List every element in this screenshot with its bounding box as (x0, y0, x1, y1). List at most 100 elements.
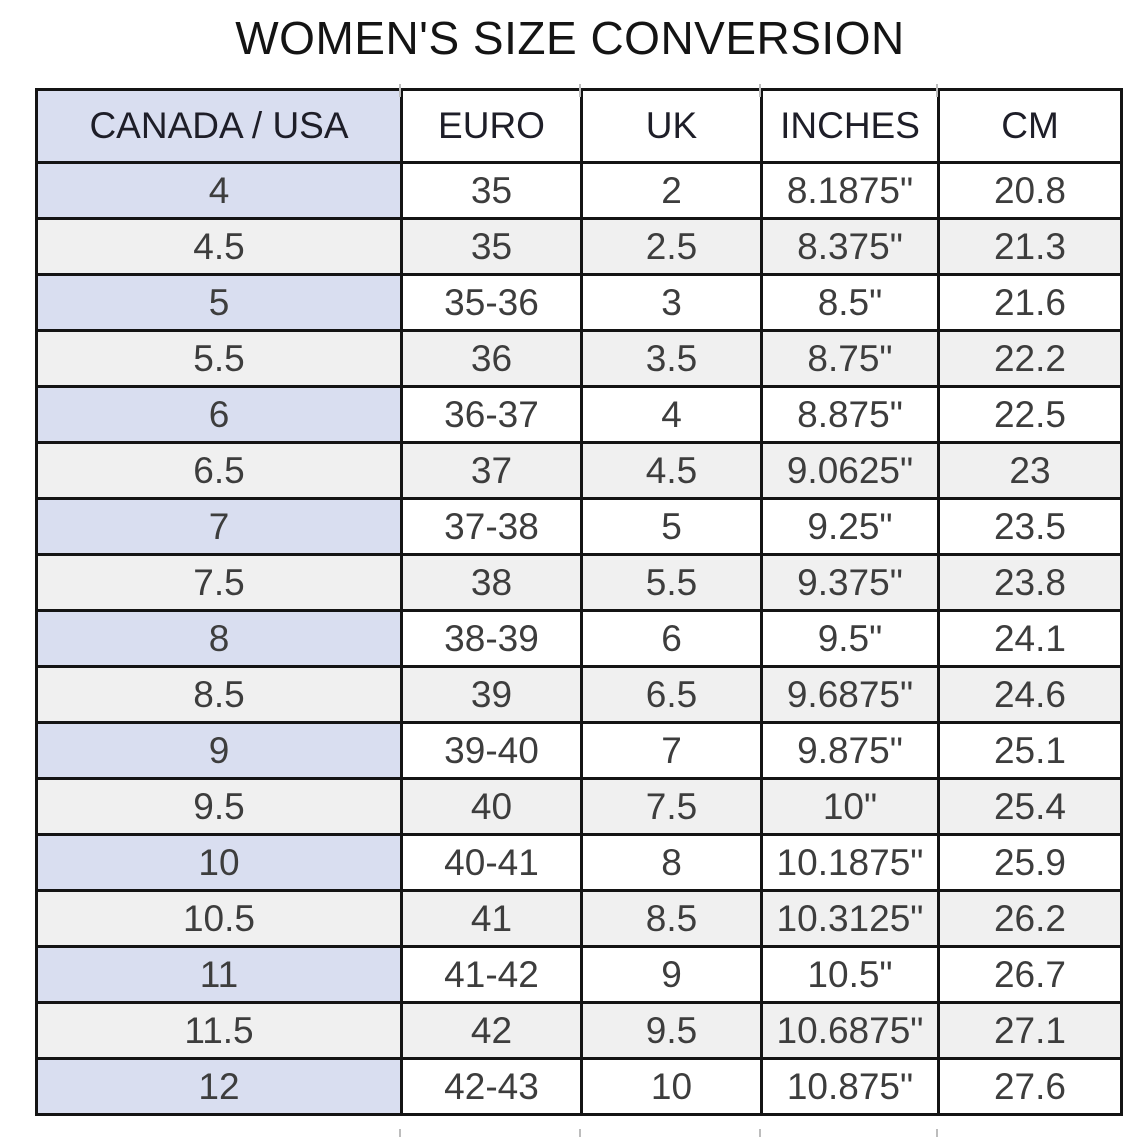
table-cell-inches: 10.875" (760, 1057, 940, 1116)
table-cell-euro: 35 (400, 161, 583, 220)
table-cell-canada-usa: 5 (35, 273, 403, 332)
table-header: CANADA / USA EURO UK INCHES CM (35, 88, 1123, 164)
table-row: 9 39-40 7 9.875" 25.1 (35, 721, 1123, 780)
table-cell-canada-usa: 7.5 (35, 553, 403, 612)
table-cell-canada-usa: 8 (35, 609, 403, 668)
table-row: 10 40-41 8 10.1875" 25.9 (35, 833, 1123, 892)
table-cell-inches: 9.875" (760, 721, 940, 780)
table-cell-inches: 8.75" (760, 329, 940, 388)
table-cell-uk: 5.5 (580, 553, 763, 612)
table-cell-uk: 4 (580, 385, 763, 444)
table-cell-uk: 5 (580, 497, 763, 556)
grid-artifact-bottom (759, 1129, 761, 1137)
table-cell-euro: 41-42 (400, 945, 583, 1004)
table-cell-inches: 10.6875" (760, 1001, 940, 1060)
table-cell-cm: 23 (937, 441, 1123, 500)
table-row: 11.5 42 9.5 10.6875" 27.1 (35, 1001, 1123, 1060)
table-row: 9.5 40 7.5 10" 25.4 (35, 777, 1123, 836)
table-cell-cm: 21.3 (937, 217, 1123, 276)
table-cell-uk: 8 (580, 833, 763, 892)
table-cell-uk: 2 (580, 161, 763, 220)
size-conversion-table: CANADA / USA EURO UK INCHES CM 4 35 2 8.1875" 20… (35, 88, 1123, 1116)
table-cell-cm: 26.7 (937, 945, 1123, 1004)
table-cell-cm: 26.2 (937, 889, 1123, 948)
table-cell-euro: 38-39 (400, 609, 583, 668)
table-cell-canada-usa: 8.5 (35, 665, 403, 724)
table-cell-inches: 9.0625" (760, 441, 940, 500)
grid-artifact-bottom (936, 1129, 938, 1137)
table-cell-canada-usa: 11 (35, 945, 403, 1004)
table-cell-cm: 23.5 (937, 497, 1123, 556)
table-cell-inches: 8.1875" (760, 161, 940, 220)
table-cell-cm: 20.8 (937, 161, 1123, 220)
table-cell-canada-usa: 9 (35, 721, 403, 780)
table-row: 4.5 35 2.5 8.375" 21.3 (35, 217, 1123, 276)
table-row: 5.5 36 3.5 8.75" 22.2 (35, 329, 1123, 388)
page-title: WOMEN'S SIZE CONVERSION (235, 12, 905, 64)
table-row: 7 37-38 5 9.25" 23.5 (35, 497, 1123, 556)
table-row: 6.5 37 4.5 9.0625" 23 (35, 441, 1123, 500)
table-row: 12 42-43 10 10.875" 27.6 (35, 1057, 1123, 1116)
column-header-uk: UK (580, 88, 763, 164)
table-row: 6 36-37 4 8.875" 22.5 (35, 385, 1123, 444)
grid-artifact-top (399, 84, 401, 97)
table-row: 4 35 2 8.1875" 20.8 (35, 161, 1123, 220)
grid-artifact-top (936, 84, 938, 97)
table-cell-inches: 10.5" (760, 945, 940, 1004)
table-cell-canada-usa: 10.5 (35, 889, 403, 948)
table-cell-euro: 37-38 (400, 497, 583, 556)
table-cell-canada-usa: 6.5 (35, 441, 403, 500)
table-cell-cm: 24.1 (937, 609, 1123, 668)
table-cell-euro: 36 (400, 329, 583, 388)
table-cell-inches: 10" (760, 777, 940, 836)
table-cell-inches: 8.375" (760, 217, 940, 276)
table-cell-euro: 37 (400, 441, 583, 500)
table-row: 7.5 38 5.5 9.375" 23.8 (35, 553, 1123, 612)
table-cell-uk: 9 (580, 945, 763, 1004)
table-cell-euro: 42 (400, 1001, 583, 1060)
table-cell-cm: 25.9 (937, 833, 1123, 892)
column-header-canada-usa: CANADA / USA (35, 88, 403, 164)
table-cell-uk: 9.5 (580, 1001, 763, 1060)
table-cell-inches: 10.3125" (760, 889, 940, 948)
table-cell-canada-usa: 5.5 (35, 329, 403, 388)
table-row: 8.5 39 6.5 9.6875" 24.6 (35, 665, 1123, 724)
table-cell-uk: 3.5 (580, 329, 763, 388)
table-cell-euro: 41 (400, 889, 583, 948)
table-cell-euro: 42-43 (400, 1057, 583, 1116)
table-row: 5 35-36 3 8.5" 21.6 (35, 273, 1123, 332)
table-body: 4 35 2 8.1875" 20.8 4.5 35 2.5 8.375" 21.3 5 35-36 3… (35, 161, 1123, 1116)
table-cell-uk: 6 (580, 609, 763, 668)
table-cell-inches: 9.6875" (760, 665, 940, 724)
table-cell-cm: 25.4 (937, 777, 1123, 836)
header-row: CANADA / USA EURO UK INCHES CM (35, 88, 1123, 164)
table-cell-euro: 36-37 (400, 385, 583, 444)
column-header-inches: INCHES (760, 88, 940, 164)
table-row: 8 38-39 6 9.5" 24.1 (35, 609, 1123, 668)
table-cell-cm: 25.1 (937, 721, 1123, 780)
table-cell-uk: 7.5 (580, 777, 763, 836)
table-cell-euro: 35-36 (400, 273, 583, 332)
table-cell-euro: 39 (400, 665, 583, 724)
grid-artifact-bottom (579, 1129, 581, 1137)
table-cell-uk: 8.5 (580, 889, 763, 948)
column-header-euro: EURO (400, 88, 583, 164)
table-row: 11 41-42 9 10.5" 26.7 (35, 945, 1123, 1004)
grid-artifact-top (579, 84, 581, 97)
table-cell-canada-usa: 6 (35, 385, 403, 444)
table-cell-uk: 10 (580, 1057, 763, 1116)
table-cell-uk: 4.5 (580, 441, 763, 500)
table-cell-canada-usa: 11.5 (35, 1001, 403, 1060)
table-cell-cm: 22.2 (937, 329, 1123, 388)
table-cell-cm: 21.6 (937, 273, 1123, 332)
table-cell-cm: 24.6 (937, 665, 1123, 724)
table-cell-cm: 23.8 (937, 553, 1123, 612)
table-cell-euro: 39-40 (400, 721, 583, 780)
table-row: 10.5 41 8.5 10.3125" 26.2 (35, 889, 1123, 948)
table-cell-euro: 40 (400, 777, 583, 836)
column-header-cm: CM (937, 88, 1123, 164)
table-cell-uk: 3 (580, 273, 763, 332)
table-cell-inches: 8.5" (760, 273, 940, 332)
table-cell-uk: 6.5 (580, 665, 763, 724)
table-cell-inches: 8.875" (760, 385, 940, 444)
